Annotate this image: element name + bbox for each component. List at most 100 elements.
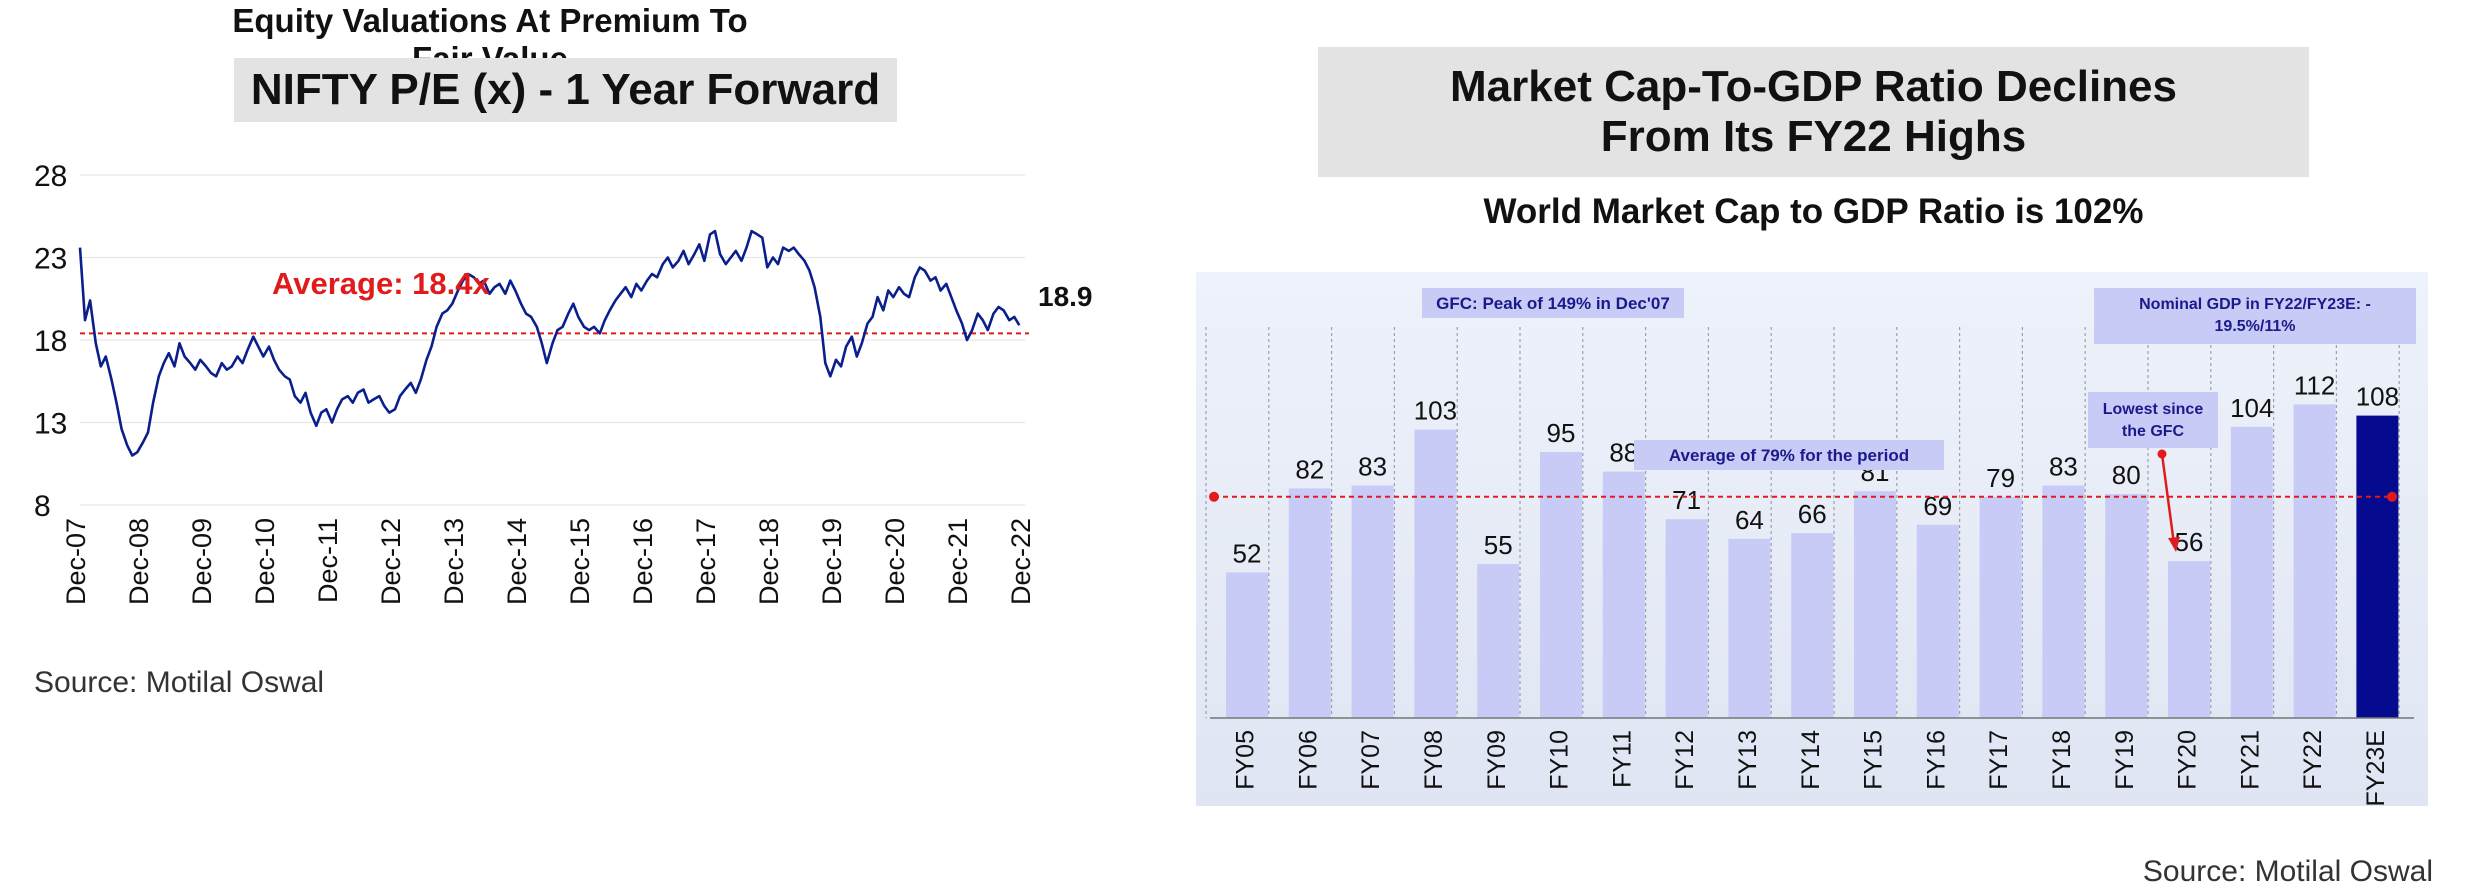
mcap-bar: [1540, 452, 1582, 718]
nifty-x-tick-label: Dec-15: [565, 518, 595, 605]
nifty-average-label: Average: 18.4x: [272, 266, 490, 301]
right-source: Source: Motilal Oswal: [2142, 855, 2433, 888]
nifty-x-tick-label: Dec-12: [376, 518, 406, 605]
mcap-bar-value-label: 79: [1986, 463, 2015, 493]
nifty-y-tick-label: 8: [34, 490, 51, 523]
mcap-bar-value-label: 103: [1414, 396, 1457, 426]
gfc-annotation-box: [1422, 288, 1684, 318]
mcap-category-label: FY05: [1232, 730, 1260, 790]
mcap-bar-value-label: 83: [1358, 452, 1387, 482]
nifty-y-tick-label: 18: [34, 325, 67, 358]
mcap-bar: [2105, 494, 2148, 718]
mcap-bar: [1728, 538, 1771, 718]
mcap-bar-value-label: 83: [2049, 452, 2078, 482]
mcap-bar-value-label: 80: [2112, 460, 2141, 490]
nifty-x-tick-label: Dec-10: [250, 518, 280, 605]
mcap-category-label: FY16: [1922, 730, 1950, 790]
nifty-end-value-label: 18.9: [1038, 281, 1093, 312]
mcap-bar: [2168, 561, 2210, 718]
right-title-line2: From Its FY22 Highs: [1600, 112, 2027, 161]
mcap-category-label: FY22: [2299, 730, 2327, 790]
lowest-arrow-head: [2168, 537, 2180, 552]
mcap-category-label: FY20: [2174, 730, 2202, 790]
lowest-annotation-line1: Lowest since: [2103, 401, 2204, 418]
mcap-bar: [1916, 524, 1959, 718]
nifty-x-tick-label: Dec-18: [754, 518, 784, 605]
mcap-bar: [1351, 485, 1394, 718]
mcap-bar-value-label: 95: [1547, 418, 1576, 448]
gfc-annotation-text: GFC: Peak of 149% in Dec'07: [1436, 294, 1670, 313]
average-annotation-text: Average of 79% for the period: [1669, 446, 1909, 465]
mcap-bar-value-label: 69: [1923, 491, 1952, 521]
mcap-category-label: FY17: [1985, 730, 2013, 790]
mcap-bar: [1288, 488, 1331, 718]
nifty-x-tick-label: Dec-07: [61, 518, 91, 605]
mcap-bar-value-label: 56: [2175, 527, 2204, 557]
mcap-bar: [1791, 533, 1834, 718]
mcap-category-label: FY07: [1357, 730, 1385, 790]
nominal-gdp-annotation-box: [2094, 288, 2416, 344]
mcap-bar: [1226, 572, 1268, 718]
nifty-x-tick-label: Dec-19: [817, 518, 847, 605]
mcap-bar: [1979, 496, 2022, 718]
mcap-average-marker-right: [2387, 491, 2397, 502]
mcap-category-label: FY12: [1671, 730, 1699, 790]
nifty-x-ticks: Dec-07 Dec-08 Dec-09 Dec-10 Dec-11 Dec-12 Dec-…: [61, 518, 1036, 605]
left-chart-box-title: NIFTY P/E (x) - 1 Year Forward: [234, 58, 897, 122]
mcap-bar: [1477, 564, 1520, 718]
mcap-bar-value-label: 82: [1295, 454, 1324, 484]
nifty-x-tick-label: Dec-09: [187, 518, 217, 605]
mcap-bar-value-label: 71: [1672, 485, 1701, 515]
right-chart-subtitle: World Market Cap to GDP Ratio is 102%: [1483, 192, 2144, 231]
mcap-category-label: FY10: [1546, 730, 1574, 790]
lowest-annotation-line2: the GFC: [2122, 423, 2185, 440]
left-source: Source: Motilal Oswal: [34, 666, 325, 699]
lowest-arrow-shaft: [2160, 453, 2176, 545]
mcap-bar-value-label: 112: [2294, 370, 2335, 400]
nifty-y-tick-label: 23: [34, 243, 67, 276]
mcap-category-label: FY18: [2048, 730, 2076, 790]
mcap-category-label: FY13: [1734, 730, 1762, 790]
mcap-bar-value-label: 108: [2356, 382, 2399, 412]
nifty-x-tick-label: Dec-22: [1006, 518, 1036, 605]
nifty-x-tick-label: Dec-16: [628, 518, 658, 605]
mcap-bar: [2042, 485, 2085, 718]
nifty-y-tick-label: 28: [34, 160, 67, 193]
nifty-x-tick-label: Dec-21: [943, 518, 973, 605]
mcap-bar: [1414, 429, 1457, 718]
mcap-bar-value-label: 104: [2230, 393, 2273, 423]
nifty-x-tick-label: Dec-20: [880, 518, 910, 605]
mcap-category-labels: FY05 FY06 FY07 FY08 FY09 FY10 FY11 FY12 FY13 FY14…: [1232, 730, 2390, 807]
mcap-category-label: FY09: [1483, 730, 1511, 790]
mcap-category-label: FY14: [1797, 730, 1825, 790]
nifty-x-tick-label: Dec-11: [313, 518, 343, 603]
average-annotation-box: [1634, 440, 1944, 470]
mcap-bar-value-label: 88: [1609, 438, 1638, 468]
nifty-pe-chart: 28 23 18 13 8 Dec-07 Dec-08 Dec-09 Dec-10 Dec-11…: [34, 160, 1093, 605]
mcap-category-label: FY15: [1860, 730, 1888, 790]
mcap-vertical-grid: [1205, 327, 2400, 718]
mcap-bar-value-label: 55: [1484, 530, 1513, 560]
mcap-bar: [2293, 404, 2336, 718]
mcap-category-label: FY08: [1420, 730, 1448, 790]
nominal-gdp-annotation-line1: Nominal GDP in FY22/FY23E: -: [2139, 296, 2371, 313]
mcap-bar-value-label: 66: [1798, 499, 1827, 529]
nominal-gdp-annotation-line2: 19.5%/11%: [2215, 318, 2296, 335]
nifty-x-tick-label: Dec-14: [502, 518, 532, 605]
nifty-pe-series-line: [78, 229, 1021, 457]
right-chart-box-title: Market Cap-To-GDP Ratio Declines From It…: [1318, 47, 2309, 177]
mcap-category-label: FY23E: [2362, 730, 2390, 806]
mcap-category-label: FY06: [1294, 730, 1322, 790]
lowest-annotation-box: [2088, 392, 2218, 448]
nifty-y-tick-label: 13: [34, 408, 67, 441]
mcap-bar-value-label: 64: [1735, 505, 1764, 535]
mcap-average-marker-left: [1209, 491, 1219, 502]
mcap-category-label: FY19: [2111, 730, 2139, 790]
nifty-x-tick-label: Dec-13: [439, 518, 469, 605]
nifty-y-ticks: 28 23 18 13 8: [34, 160, 67, 523]
mcap-bar: [1854, 491, 1896, 718]
mcap-category-label: FY11: [1608, 730, 1636, 788]
mcap-bar: [1602, 471, 1645, 718]
